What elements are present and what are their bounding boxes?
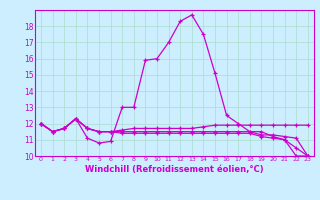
- X-axis label: Windchill (Refroidissement éolien,°C): Windchill (Refroidissement éolien,°C): [85, 165, 264, 174]
